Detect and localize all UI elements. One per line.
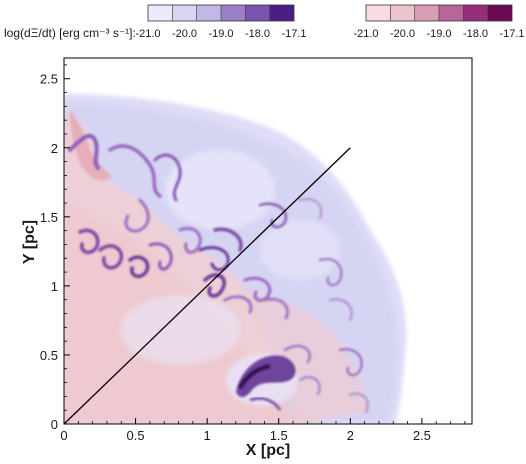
colorbar-tick-label: -17.1 bbox=[499, 28, 524, 40]
x-tick-label: 0 bbox=[60, 428, 67, 443]
y-tick-label: 1 bbox=[51, 279, 58, 294]
colorbar-tick-label: -17.1 bbox=[281, 28, 306, 40]
pink-clumps-top bbox=[70, 110, 112, 181]
y-tick-label: 2.5 bbox=[40, 72, 58, 87]
x-axis-title: X [pc] bbox=[246, 442, 290, 459]
diagonal-line bbox=[63, 147, 351, 425]
y-tick-label: 0 bbox=[51, 417, 58, 432]
y-tick-label: 2 bbox=[51, 141, 58, 156]
x-tick-label: 2 bbox=[347, 428, 354, 443]
colorbar-tick-label: -18.0 bbox=[245, 28, 270, 40]
colorbar-tick-label: -20.0 bbox=[172, 28, 197, 40]
colorbar-label: log(dΞ/dt) [erg cm⁻³ s⁻¹]: bbox=[4, 26, 136, 40]
x-axis-ticks: 0 0.5 1 1.5 2 2.5 bbox=[60, 418, 466, 443]
y-tick-label: 0.5 bbox=[40, 348, 58, 363]
plot-frame bbox=[63, 57, 473, 425]
colorbar-tick-label: -19.0 bbox=[426, 28, 451, 40]
colorbar-tick-label: -20.0 bbox=[390, 28, 415, 40]
x-tick-label: 2.5 bbox=[413, 428, 431, 443]
colorbar-tick-label: -18.0 bbox=[463, 28, 488, 40]
x-tick-label: 1.5 bbox=[270, 428, 288, 443]
colorbar-tick-label: -21.0 bbox=[135, 28, 160, 40]
dark-knot bbox=[226, 354, 298, 411]
y-axis-title: Y [pc] bbox=[21, 220, 38, 264]
y-axis-ticks: 0 0.5 1 1.5 2 2.5 bbox=[40, 64, 70, 432]
colorbar-tick-label: -19.0 bbox=[208, 28, 233, 40]
x-tick-label: 1 bbox=[204, 428, 211, 443]
x-tick-label: 0.5 bbox=[127, 428, 145, 443]
colorbar-tick-label: -21.0 bbox=[353, 28, 378, 40]
y-tick-label: 1.5 bbox=[40, 210, 58, 225]
colorbar-pink: -21.0 -20.0 -19.0 -18.0 -17.1 bbox=[353, 4, 525, 40]
colorbar-blue: -21.0 -20.0 -19.0 -18.0 -17.1 bbox=[135, 4, 307, 40]
